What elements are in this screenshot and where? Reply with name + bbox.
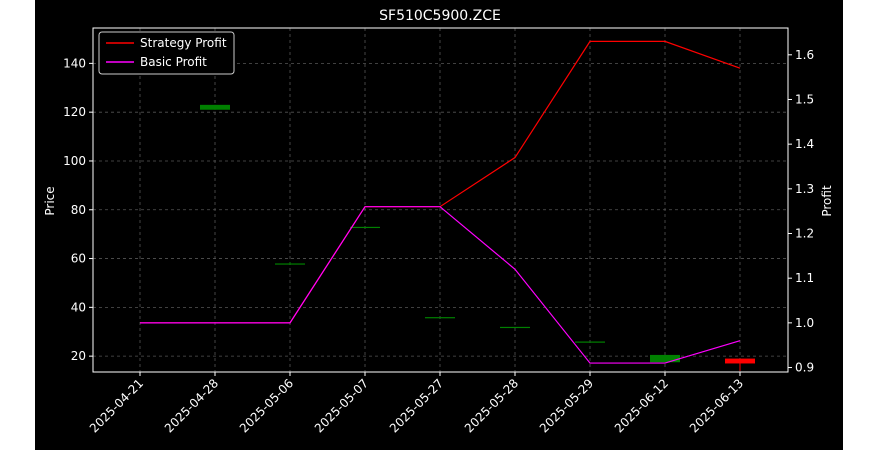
legend-strategy-label: Strategy Profit [140,36,227,50]
y-right-tick-label: 1.4 [795,137,814,151]
candle-body [350,226,380,229]
candle-body [650,354,680,363]
y-right-tick-label: 1.3 [795,182,814,196]
grid-layer [93,28,788,372]
legend: Strategy Profit Basic Profit [98,31,235,75]
chart-title: SF510C5900.ZCE [379,8,501,24]
axes-layer [92,27,789,373]
y-left-tick-label: 80 [71,203,86,217]
candle-body [425,317,455,319]
y-axis-left-label: Price [43,186,57,215]
y-right-tick-label: 0.9 [795,361,814,375]
candle-body [275,263,305,265]
y-left-tick-label: 140 [63,56,86,70]
y-right-tick-label: 1.6 [795,48,814,62]
y-left-tick-label: 60 [71,252,86,266]
basic-profit-line [140,206,741,364]
legend-basic-label: Basic Profit [140,55,207,69]
x-tick-label: 2025-05-28 [462,376,521,435]
candle-body [725,358,755,364]
x-tick-label: 2025-05-07 [312,376,371,435]
x-tick-label: 2025-06-12 [612,376,671,435]
plot-frame [92,27,789,373]
y-left-tick-label: 40 [71,300,86,314]
x-tick-label: 2025-05-06 [237,376,296,435]
x-tick-label: 2025-05-27 [387,376,446,435]
y-right-tick-label: 1.5 [795,92,814,106]
chart-background [35,0,843,450]
x-tick-label: 2025-06-13 [687,376,746,435]
y-left-tick-label: 100 [63,154,86,168]
y-left-tick-label: 20 [71,349,86,363]
x-tick-label: 2025-04-28 [162,376,221,435]
x-tick-label: 2025-05-29 [537,376,596,435]
ticks-layer: 20 40 60 80 100 120 140 0.9 1.0 1.1 1.2 1.3 1.4 1.5 1.… [63,48,814,436]
candle-body [500,326,530,329]
y-left-tick-label: 120 [63,105,86,119]
y-axis-right-label: Profit [820,185,834,217]
y-right-tick-label: 1.1 [795,271,814,285]
candle-body [200,104,230,110]
x-tick-label: 2025-04-21 [87,376,146,435]
lines-layer [140,40,741,364]
y-right-tick-label: 1.0 [795,316,814,330]
y-right-tick-label: 1.2 [795,227,814,241]
candle-body [575,341,605,343]
